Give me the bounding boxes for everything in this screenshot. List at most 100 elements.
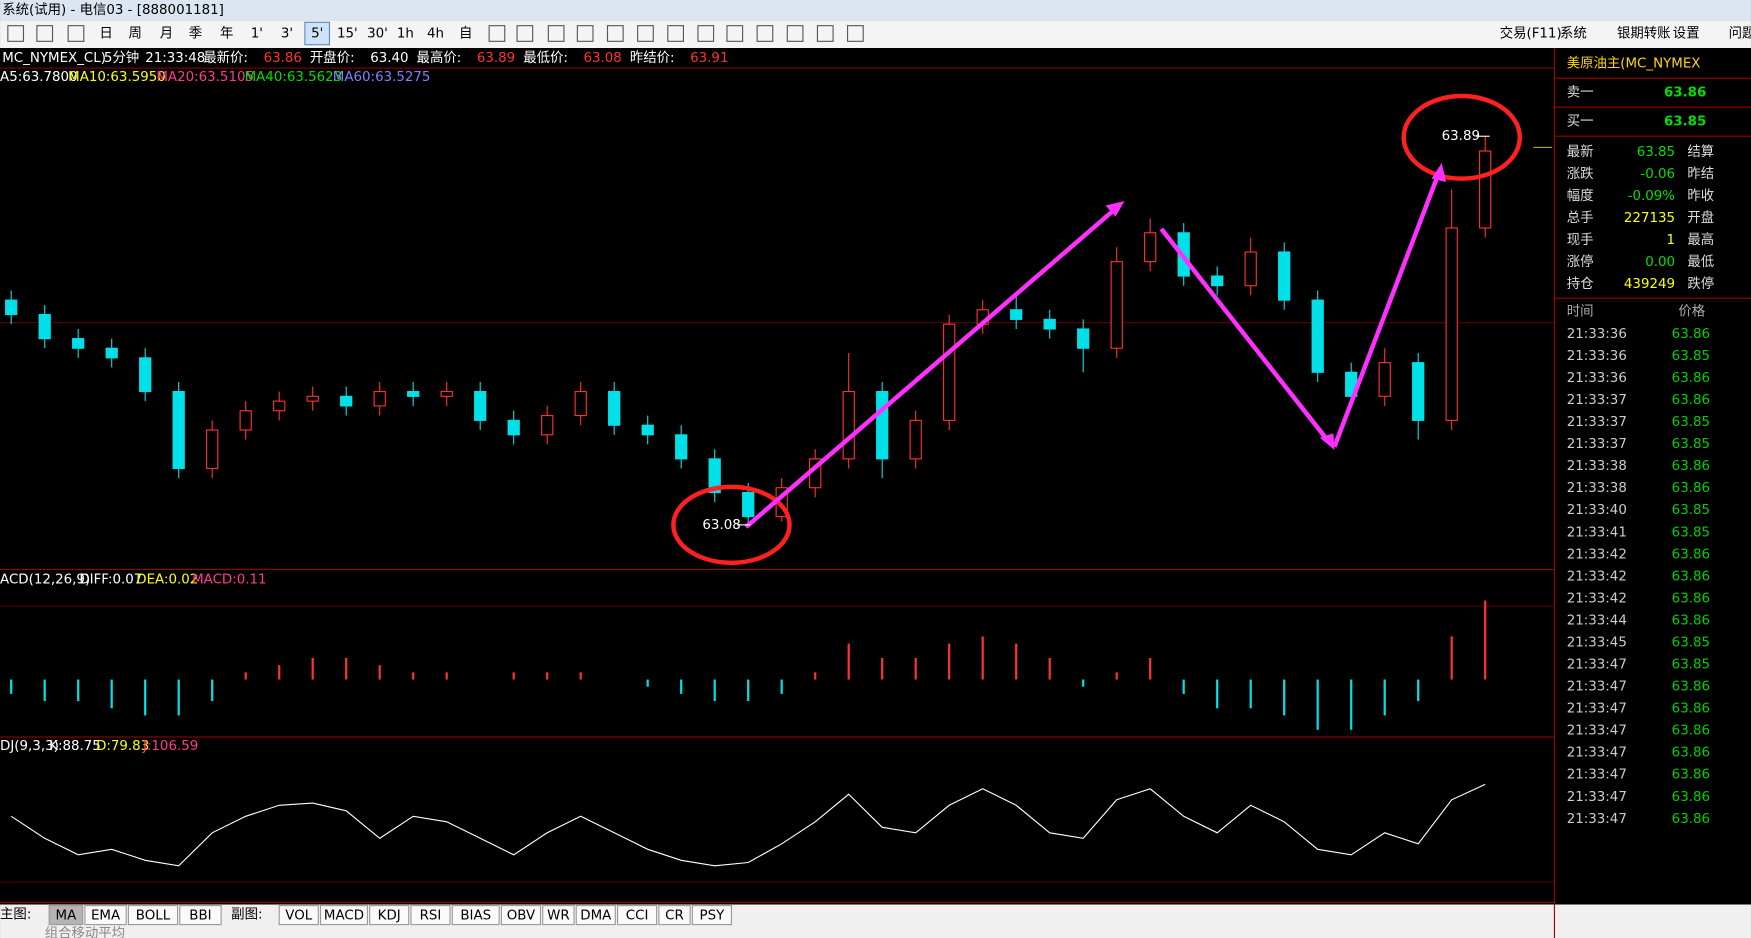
period-button[interactable]: 15' bbox=[337, 26, 358, 41]
period-button[interactable]: 4h bbox=[427, 26, 444, 41]
tick-price: 63.86 bbox=[1672, 724, 1710, 739]
legend-item: ACD(12,26,9) bbox=[0, 573, 90, 588]
tab-text[interactable]: MA bbox=[56, 909, 78, 924]
tool-icon[interactable] bbox=[756, 25, 774, 42]
quote-label: 最低 bbox=[1687, 254, 1714, 270]
tab-text[interactable]: BBI bbox=[189, 909, 211, 924]
candle-body bbox=[373, 390, 386, 407]
tab[interactable] bbox=[658, 905, 691, 926]
period-button[interactable]: 年 bbox=[220, 25, 233, 41]
tab[interactable] bbox=[127, 905, 179, 926]
tool-icon[interactable] bbox=[606, 25, 624, 42]
tab[interactable] bbox=[369, 905, 410, 926]
period-button[interactable]: 1h bbox=[397, 26, 414, 41]
period-button[interactable]: 季 bbox=[189, 25, 202, 41]
tool-icon[interactable] bbox=[667, 25, 684, 42]
tool-icon[interactable] bbox=[516, 25, 534, 42]
info-value: 63.91 bbox=[690, 51, 728, 66]
tab-bar bbox=[0, 904, 1751, 938]
period-button[interactable]: 1' bbox=[251, 26, 263, 41]
tab[interactable] bbox=[500, 905, 542, 926]
quote-label: 跌停 bbox=[1687, 275, 1714, 292]
tab[interactable] bbox=[278, 905, 319, 926]
tab[interactable] bbox=[451, 905, 500, 926]
tool-icon[interactable] bbox=[67, 25, 85, 42]
tab-text[interactable]: RSI bbox=[420, 909, 442, 924]
tab[interactable] bbox=[575, 905, 616, 926]
tick-time: 21:33:47 bbox=[1567, 790, 1627, 805]
tool-icon[interactable] bbox=[7, 25, 25, 42]
menu-item[interactable]: 银期转账 bbox=[1617, 25, 1671, 41]
tick-price: 63.85 bbox=[1672, 635, 1710, 650]
annotations bbox=[671, 93, 1523, 566]
menu-item[interactable]: 设置 bbox=[1673, 25, 1700, 41]
candle-body bbox=[909, 419, 922, 460]
period-button[interactable]: 3' bbox=[281, 26, 293, 41]
candle-body bbox=[5, 299, 18, 316]
tab[interactable] bbox=[179, 905, 222, 926]
tab[interactable] bbox=[319, 905, 368, 926]
tick-price: 63.86 bbox=[1672, 702, 1710, 717]
period-button[interactable]: 周 bbox=[128, 26, 141, 41]
tab[interactable] bbox=[48, 905, 84, 926]
tool-icon[interactable] bbox=[816, 25, 834, 42]
tab-text[interactable]: PSY bbox=[700, 909, 726, 924]
candle-body bbox=[574, 390, 587, 417]
tick-time: 21:33:37 bbox=[1567, 437, 1627, 452]
tab[interactable] bbox=[616, 905, 658, 926]
legend-item: A5:63.7800 bbox=[0, 70, 78, 85]
tick-price: 63.86 bbox=[1672, 459, 1710, 474]
info-label: 最低价: bbox=[523, 50, 568, 66]
period-button[interactable]: 月 bbox=[160, 26, 173, 41]
tab[interactable] bbox=[691, 905, 733, 926]
arrow-head bbox=[1105, 201, 1125, 217]
tab-text[interactable]: CCI bbox=[626, 909, 649, 924]
tick-time: 21:33:37 bbox=[1567, 415, 1627, 430]
period-button[interactable]: 30' bbox=[367, 26, 388, 41]
tab-text[interactable]: CR bbox=[665, 909, 684, 924]
title-bar bbox=[0, 0, 1751, 21]
period-button[interactable]: 5' bbox=[311, 26, 323, 41]
candle-body bbox=[273, 400, 286, 412]
tab-text[interactable]: EMA bbox=[91, 909, 121, 924]
tab-text[interactable]: DMA bbox=[580, 909, 612, 924]
quote-value: 1 bbox=[1667, 233, 1676, 248]
tick-price: 63.85 bbox=[1672, 525, 1710, 540]
tab-text[interactable]: VOL bbox=[285, 909, 312, 924]
tab-text[interactable]: MACD bbox=[324, 909, 364, 924]
menu-item[interactable]: 系统 bbox=[1560, 25, 1587, 41]
period-button[interactable]: 自 bbox=[459, 25, 472, 41]
tab-text[interactable]: KDJ bbox=[378, 909, 401, 924]
quote-value: 63.85 bbox=[1637, 145, 1675, 160]
tool-icon[interactable] bbox=[726, 25, 744, 42]
tool-icon[interactable] bbox=[637, 25, 654, 42]
period-button[interactable]: 日 bbox=[99, 26, 112, 41]
tab[interactable] bbox=[542, 905, 575, 926]
menu-item[interactable]: 问题反馈 bbox=[1729, 25, 1751, 41]
tool-icon[interactable] bbox=[697, 25, 715, 42]
tool-icon[interactable] bbox=[36, 25, 54, 42]
candle-body bbox=[675, 434, 688, 460]
tab-text[interactable]: BOLL bbox=[136, 909, 171, 924]
arrow bbox=[1332, 173, 1441, 448]
tool-icon[interactable] bbox=[547, 25, 565, 42]
tool-icon[interactable] bbox=[847, 25, 864, 42]
tool-icon[interactable] bbox=[488, 25, 506, 42]
tick-time: 21:33:42 bbox=[1567, 569, 1627, 584]
tool-icon[interactable] bbox=[576, 25, 594, 42]
tab[interactable] bbox=[84, 905, 127, 926]
tab-text[interactable]: BIAS bbox=[460, 909, 491, 924]
tick-price: 63.86 bbox=[1672, 680, 1710, 695]
candle-body bbox=[842, 390, 855, 460]
tab[interactable] bbox=[410, 905, 451, 926]
status-text: 组合移动平均 bbox=[45, 926, 125, 938]
tool-icon[interactable] bbox=[786, 25, 804, 42]
tick-time: 21:33:37 bbox=[1567, 393, 1627, 408]
tab-text[interactable]: WR bbox=[547, 909, 570, 924]
quote-value: 439249 bbox=[1624, 277, 1675, 292]
period: 5分钟 bbox=[104, 49, 139, 66]
menu-item[interactable]: 交易(F11) bbox=[1500, 25, 1562, 42]
tab-text[interactable]: OBV bbox=[507, 909, 536, 924]
info-label: 昨结价: bbox=[630, 50, 675, 66]
high-label: 63.89 bbox=[1442, 129, 1480, 144]
